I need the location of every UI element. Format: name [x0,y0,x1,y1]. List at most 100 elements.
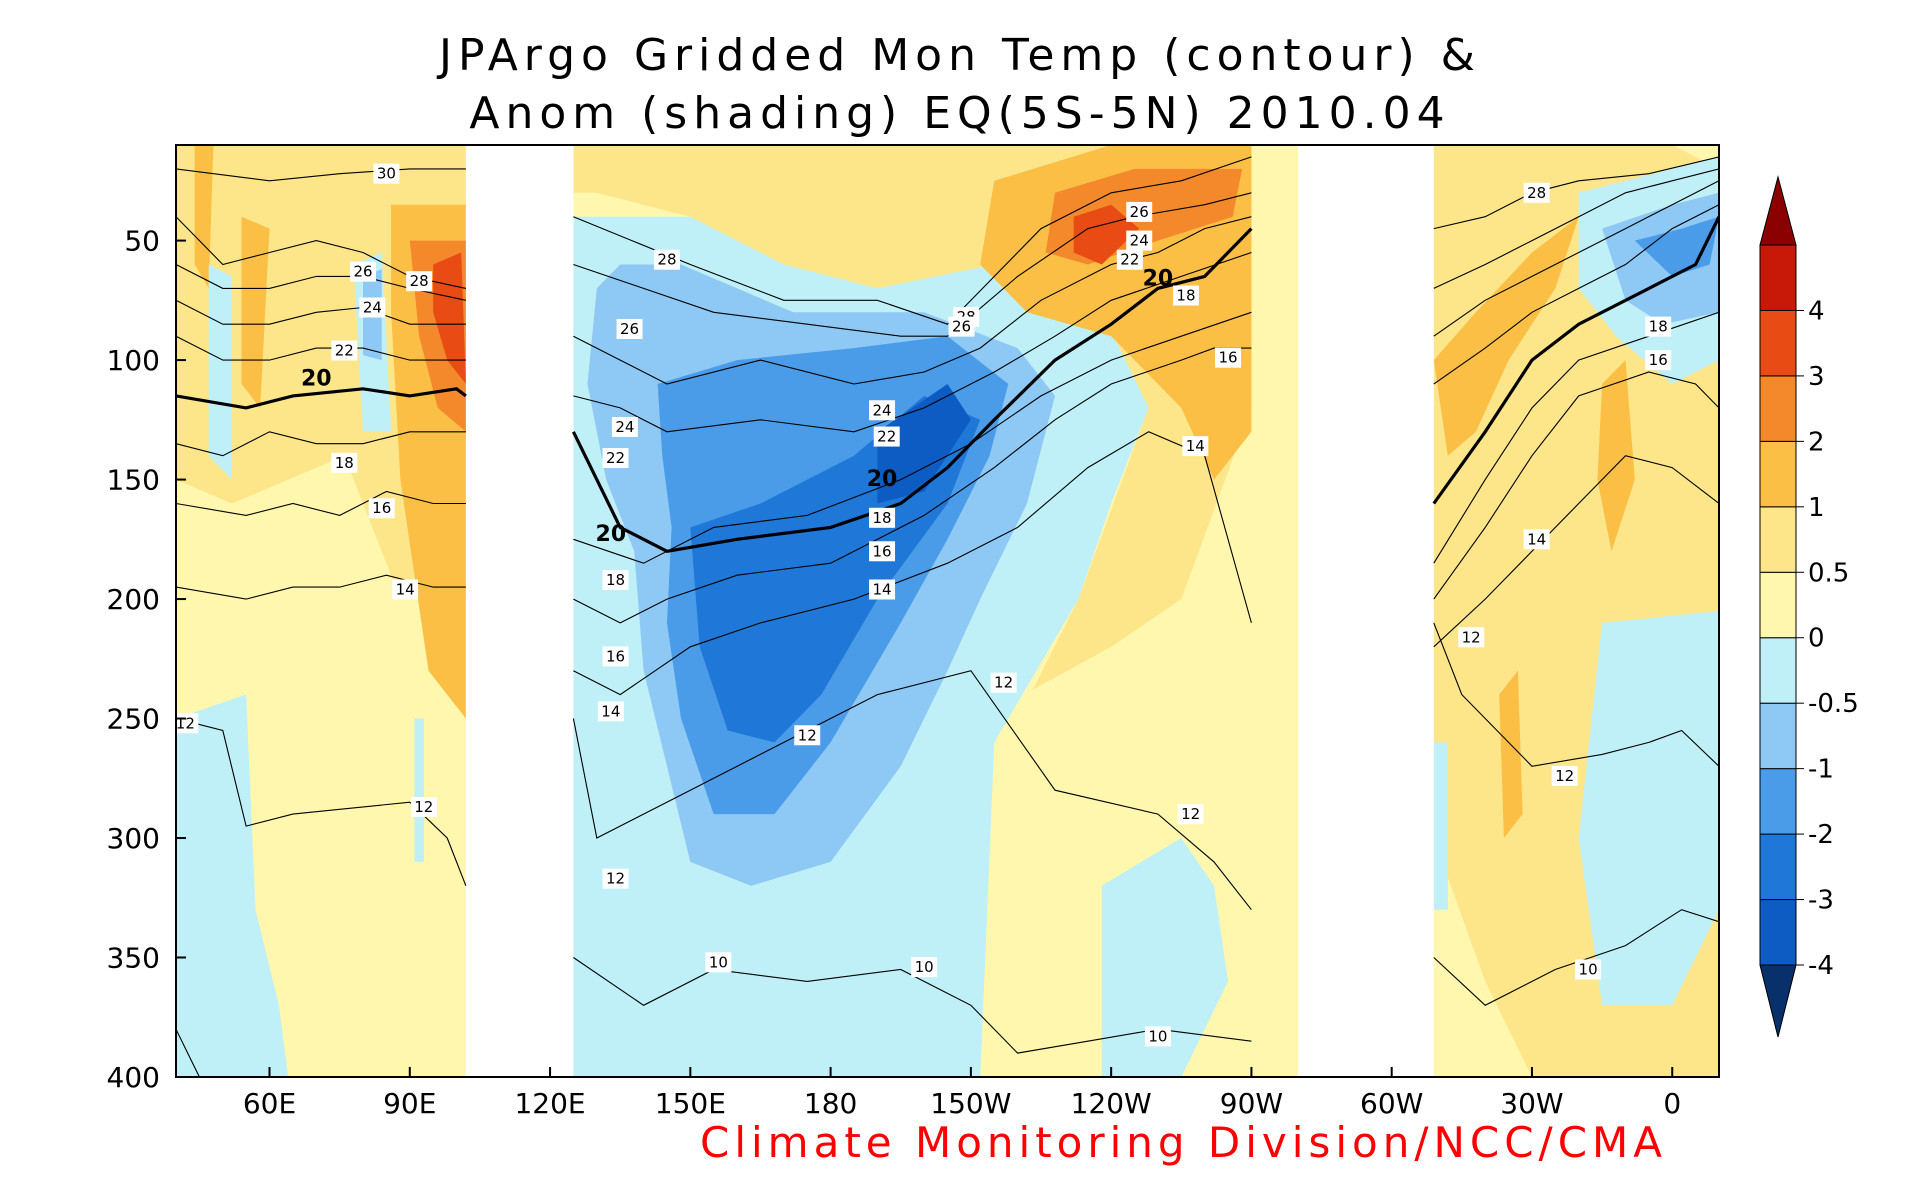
contour-label-box-18-2 [869,507,896,528]
temperature-contours [176,156,1719,1077]
contour-label-22-0: 22 [335,342,354,360]
contour-16-segment-2 [1433,371,1719,600]
contour-label-box-10-1 [911,957,938,978]
contour-label-box-24-1 [611,416,638,437]
contour-label-18-3: 18 [1176,287,1195,305]
contour-22-segment-1 [573,251,1252,433]
contour-label-14-0: 14 [396,580,415,598]
x-tick-label-6: 120W [1071,1087,1152,1120]
anomaly-region-5 [194,145,214,289]
x-tick-label-7: 90W [1220,1087,1283,1120]
contour-label-box-26-3 [1126,201,1153,222]
anomaly-region-29 [1578,611,1719,1006]
anomaly-region-10 [414,718,424,862]
contour-12-segment-0 [176,717,467,887]
contour-label-box-18-4 [1645,316,1672,337]
contour-label-box-14-2 [869,579,896,600]
contour-label-10-3: 10 [1579,960,1598,978]
contour-label-24-3: 24 [1130,232,1149,250]
contour-label-16-3: 16 [1218,349,1237,367]
contour-label-28-0: 28 [410,272,429,290]
contour-label-box-14-3 [1182,436,1209,457]
contour-label-box-28-0 [406,271,433,292]
contour-label-16-2: 16 [872,542,891,560]
colorbar-label-1: -3 [1808,886,1834,916]
colorbar-label-9: 3 [1808,362,1825,392]
chart-title-line-2: Anom (shading) EQ(5S-5N) 2010.04 [469,88,1451,139]
contour-14-segment-2 [1433,455,1719,648]
contour-10-segment-0 [176,1028,200,1077]
colorbar-segment-5 [1759,571,1797,639]
contour-label-26-0: 26 [353,263,372,281]
y-tick-label-7: 400 [107,1061,160,1094]
x-tick-label-9: 30W [1500,1087,1563,1120]
contour-label-26-2: 26 [952,318,971,336]
contour-label-box-28-3 [1523,182,1550,203]
contour-label-box-30-0 [373,163,400,184]
colorbar-segment-0 [1759,899,1797,966]
contour-label-14-4: 14 [1527,530,1546,548]
contour-12-segment-1 [572,670,1252,911]
anomaly-region-23 [1433,216,1579,456]
contour-label-20-0: 20 [301,367,332,392]
contour-26-segment-2 [1433,168,1719,289]
contour-label-box-12-4 [990,672,1017,693]
x-tick-label-5: 150W [930,1087,1011,1120]
contour-label-14-2: 14 [872,580,891,598]
contour-24-segment-2 [1433,180,1719,337]
anomaly-region-3 [433,252,466,384]
contour-18-segment-0 [176,431,466,457]
contour-label-20-1: 20 [596,522,627,547]
contour-label-box-10-3 [1575,959,1602,980]
y-tick-label-1: 100 [107,344,160,377]
contour-label-box-10-0 [705,952,732,973]
contour-label-12-2: 12 [606,870,625,888]
contour-label-24-1: 24 [615,418,634,436]
contour-20-segment-1 [571,227,1253,553]
contour-label-box-22-2 [873,426,900,447]
contour-label-28-1: 28 [657,251,676,269]
anomaly-region-14 [1101,838,1228,1077]
y-axis: 50 100 150 200 250 300 350 400 [107,225,186,1094]
anomaly-region-18 [877,384,971,504]
contour-14-segment-1 [573,431,1252,696]
contour-22-segment-2 [1433,204,1719,385]
x-tick-label-10: 0 [1663,1087,1681,1120]
colorbar-segment-2 [1759,768,1797,835]
colorbar-segment-9 [1759,309,1797,377]
anomaly-region-30 [1433,742,1448,910]
contour-24-segment-1 [573,216,1252,385]
contour-label-20-3: 20 [1143,266,1174,291]
contour-label-12-7: 12 [1555,767,1574,785]
colorbar-label-10: 4 [1808,296,1825,326]
anomaly-region-9 [176,694,289,1077]
contour-12-segment-2 [1433,622,1719,767]
y-tick-label-2: 150 [107,464,160,497]
contour-label-box-26-1 [616,319,643,340]
contour-labels: 3028282828262626262424242422222222202020… [172,163,1672,1047]
contour-10-segment-1 [573,957,1252,1054]
contour-16-segment-1 [573,347,1252,624]
contour-label-30-0: 30 [377,165,396,183]
contour-26-segment-1 [573,192,1252,337]
contour-label-16-1: 16 [606,647,625,665]
contour-label-26-1: 26 [620,320,639,338]
contour-label-box-24-3 [1126,230,1153,251]
contour-label-box-22-1 [602,448,629,469]
contour-label-12-1: 12 [414,798,433,816]
contour-label-12-3: 12 [798,726,817,744]
contour-label-box-12-2 [602,868,629,889]
colorbar-label-8: 2 [1808,427,1825,457]
colorbar-triangle-bottom [1759,964,1797,1038]
contour-label-box-14-0 [392,579,419,600]
contour-20-segment-0 [176,387,467,410]
anomaly-region-24 [1597,360,1635,552]
contour-30-segment-0 [176,168,466,182]
contour-label-22-1: 22 [606,449,625,467]
contour-10-segment-2 [1433,909,1719,1006]
contour-label-10-0: 10 [709,953,728,971]
contour-label-12-0: 12 [176,714,195,732]
contour-label-22-3: 22 [1120,251,1139,269]
contour-label-box-24-0 [359,297,386,318]
